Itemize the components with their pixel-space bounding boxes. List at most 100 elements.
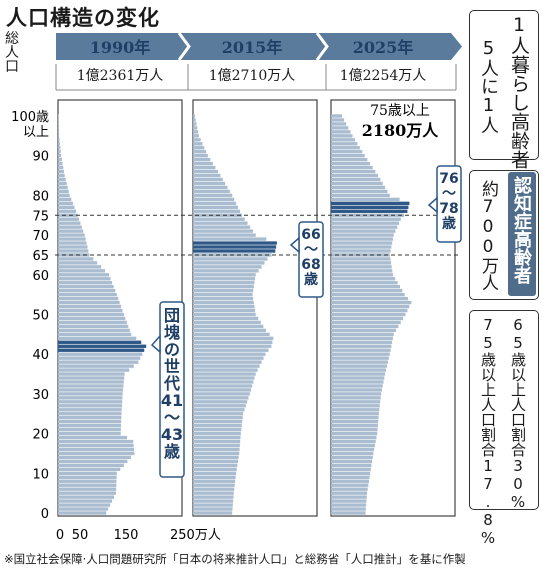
population-bar xyxy=(331,114,342,118)
population-bar xyxy=(331,233,394,237)
callout-2015-text: 68 xyxy=(301,257,320,273)
population-bar xyxy=(58,197,72,202)
population-bar xyxy=(331,189,388,194)
population-bar xyxy=(193,408,245,412)
older-population-label: 75歳以上 xyxy=(370,103,430,119)
y-reference-label: 65 xyxy=(32,249,49,264)
year-header-chevron xyxy=(315,32,329,61)
population-bar xyxy=(58,130,60,134)
ratio-box xyxy=(469,310,539,510)
population-bar xyxy=(193,221,248,225)
callout-2015-pointer xyxy=(289,236,300,254)
population-bar xyxy=(331,384,383,388)
population-bar xyxy=(58,368,130,372)
population-bar xyxy=(193,269,259,273)
population-bar xyxy=(58,273,109,277)
population-bar xyxy=(331,423,378,428)
population-bar xyxy=(193,336,274,341)
population-bar xyxy=(331,320,401,325)
population-bar xyxy=(331,312,406,317)
population-bar xyxy=(193,400,248,404)
population-bar xyxy=(331,479,369,483)
y-tick-label: 20 xyxy=(32,428,49,443)
y-tick-label: 70 xyxy=(32,229,49,244)
total-population-value: 1億2710万人 xyxy=(209,68,296,84)
population-bar xyxy=(58,380,124,384)
population-bar xyxy=(193,292,253,297)
population-bar xyxy=(331,308,408,313)
population-bar xyxy=(58,384,124,388)
population-bar xyxy=(193,388,252,392)
year-header-chevron xyxy=(177,32,191,61)
population-bar xyxy=(193,261,265,265)
population-bar xyxy=(58,328,130,333)
population-bar xyxy=(193,205,239,209)
y-tick-label: 以上 xyxy=(23,125,49,140)
population-bar xyxy=(331,451,374,456)
population-bar xyxy=(58,475,117,479)
y-tick-label: 30 xyxy=(32,388,49,403)
population-bar xyxy=(331,177,381,182)
population-bar xyxy=(331,332,394,337)
callout-2015-text: 〜 xyxy=(304,242,318,258)
population-bar xyxy=(193,352,266,356)
population-bar xyxy=(331,281,398,285)
population-bar xyxy=(331,253,390,257)
population-bar xyxy=(331,150,363,154)
population-bar xyxy=(331,173,379,178)
population-bar xyxy=(193,193,233,198)
single-elderly-label: 1人暮らし高齢者 xyxy=(508,14,530,169)
population-bar xyxy=(58,451,135,456)
population-bar xyxy=(193,300,254,305)
population-bar xyxy=(58,277,111,281)
population-bar xyxy=(193,118,196,122)
y-tick-label: 100歳 xyxy=(11,110,49,125)
population-bar xyxy=(331,316,404,321)
population-bar xyxy=(193,384,253,388)
total-population-label: 総人口 xyxy=(5,31,19,75)
population-bar xyxy=(58,296,119,301)
population-bar xyxy=(58,376,125,380)
population-bar xyxy=(58,320,127,325)
population-bar xyxy=(331,495,367,499)
population-bar xyxy=(58,308,123,313)
population-bar xyxy=(58,237,86,241)
population-bar xyxy=(193,197,235,202)
population-bar xyxy=(193,439,241,444)
x-tick-label: 150 xyxy=(114,528,139,543)
dementia-label: 認知症高齢者 xyxy=(511,176,532,284)
population-bar xyxy=(331,392,382,396)
population-bar xyxy=(331,261,392,265)
population-bar xyxy=(193,443,240,448)
callout-2015-text: 歳 xyxy=(304,271,318,288)
year-label: 2025年 xyxy=(353,38,414,57)
population-bar xyxy=(331,146,360,150)
population-bar xyxy=(331,169,376,174)
callout-2015-text: 66 xyxy=(301,227,320,243)
population-bar xyxy=(193,277,256,281)
population-bar xyxy=(193,134,199,138)
population-bar xyxy=(58,165,64,170)
population-bar xyxy=(331,408,380,412)
population-bar xyxy=(193,316,259,321)
population-bar xyxy=(58,257,94,261)
population-bar xyxy=(58,114,59,118)
population-bar xyxy=(58,217,80,221)
population-bar xyxy=(331,507,366,511)
population-bar xyxy=(331,463,372,468)
population-bar xyxy=(193,126,198,130)
population-bar xyxy=(331,431,378,436)
y-tick-label: 80 xyxy=(32,189,49,204)
population-bar xyxy=(193,288,254,293)
population-bar xyxy=(58,483,117,487)
population-bar xyxy=(58,304,122,309)
callout-2025-text: 〜 xyxy=(442,186,456,202)
population-bar xyxy=(58,146,61,150)
population-bar xyxy=(193,201,237,206)
population-bar xyxy=(331,372,386,376)
population-bar xyxy=(193,308,256,313)
population-bar xyxy=(331,154,365,158)
older-population-value: 2180万人 xyxy=(362,121,440,140)
callout-2025-text: 歳 xyxy=(442,215,456,232)
callout-2015-box xyxy=(298,221,324,298)
